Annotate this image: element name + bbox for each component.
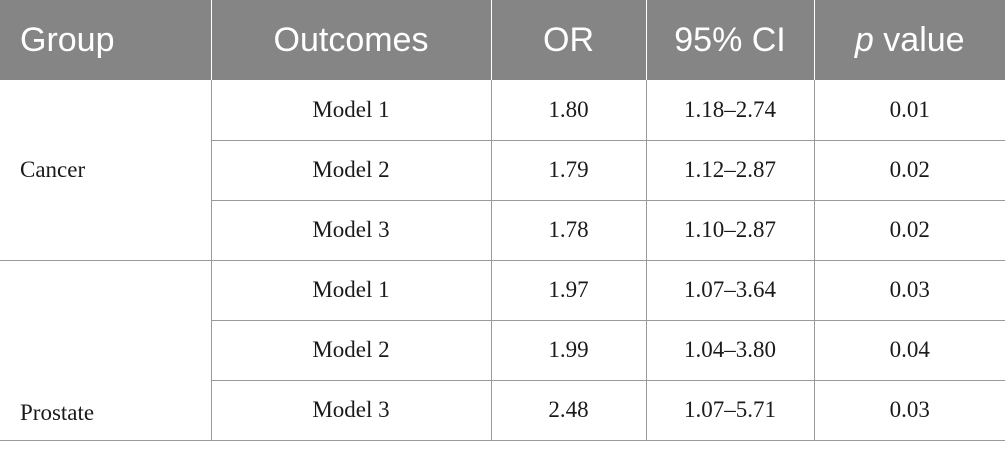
table-body: Cancer Model 1 1.80 1.18–2.74 0.01 Model… xyxy=(0,80,1005,441)
table-row: Model 3 2.48 1.07–5.71 0.03 xyxy=(0,380,1005,441)
or-cell: 1.80 xyxy=(490,80,646,141)
ci-cell: 1.07–3.64 xyxy=(645,260,814,321)
table-row: Model 3 1.78 1.10–2.87 0.02 xyxy=(0,200,1005,261)
header-p-italic: p xyxy=(854,20,874,59)
or-cell: 1.97 xyxy=(490,260,646,321)
ci-cell: 1.18–2.74 xyxy=(645,80,814,141)
header-p-value: p value xyxy=(814,0,1005,80)
p-value-cell: 0.02 xyxy=(813,140,1005,201)
or-cell: 1.78 xyxy=(490,200,646,261)
outcome-cell: Model 2 xyxy=(210,320,491,381)
table-row: Model 2 1.79 1.12–2.87 0.02 xyxy=(0,140,1005,201)
outcome-cell: Model 3 xyxy=(210,200,491,261)
header-row: Group Outcomes OR 95% CI p value xyxy=(0,0,1005,80)
header-outcomes: Outcomes xyxy=(211,0,492,80)
table-row: Prostate Model 1 1.97 1.07–3.64 0.03 xyxy=(0,260,1005,441)
table-row: Model 2 1.99 1.04–3.80 0.04 xyxy=(0,320,1005,381)
outcome-cell: Model 1 xyxy=(210,260,491,321)
ci-cell: 1.10–2.87 xyxy=(645,200,814,261)
p-value-cell: 0.02 xyxy=(813,200,1005,261)
outcome-cell: Model 2 xyxy=(210,140,491,201)
header-ci: 95% CI xyxy=(646,0,815,80)
header-group: Group xyxy=(0,0,212,80)
ci-cell: 1.07–5.71 xyxy=(645,380,814,441)
p-value-cell: 0.03 xyxy=(813,380,1005,441)
results-table: Group Outcomes OR 95% CI p value Cancer … xyxy=(0,0,1005,441)
or-cell: 1.79 xyxy=(490,140,646,201)
header-p-rest: value xyxy=(873,20,965,59)
table-row: Cancer Model 1 1.80 1.18–2.74 0.01 xyxy=(0,80,1005,261)
ci-cell: 1.12–2.87 xyxy=(645,140,814,201)
group-cell-cancer: Cancer xyxy=(0,80,211,261)
outcome-cell: Model 1 xyxy=(210,80,491,141)
ci-cell: 1.04–3.80 xyxy=(645,320,814,381)
p-value-cell: 0.04 xyxy=(813,320,1005,381)
or-cell: 2.48 xyxy=(490,380,646,441)
header-or: OR xyxy=(491,0,647,80)
outcome-cell: Model 3 xyxy=(210,380,491,441)
p-value-cell: 0.01 xyxy=(813,80,1005,141)
group-cell-prostate: Prostate xyxy=(0,260,211,441)
or-cell: 1.99 xyxy=(490,320,646,381)
table-header: Group Outcomes OR 95% CI p value xyxy=(0,0,1005,80)
p-value-cell: 0.03 xyxy=(813,260,1005,321)
